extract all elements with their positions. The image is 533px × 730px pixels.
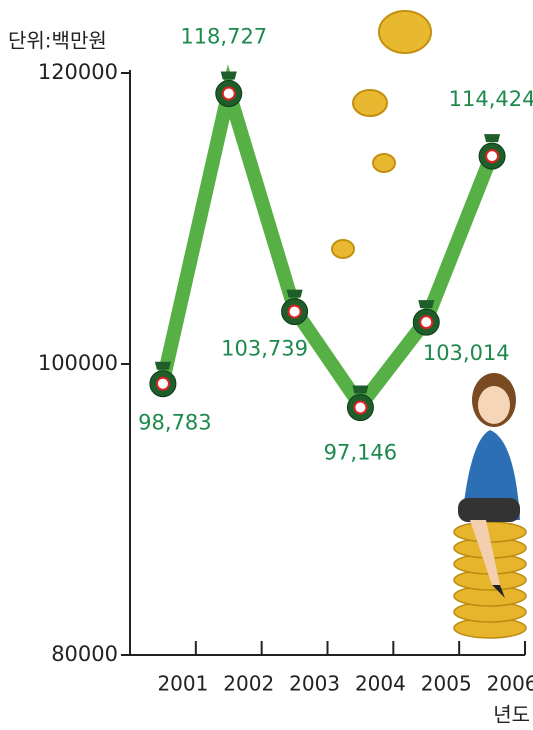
x-axis-label: 년도 [493, 703, 530, 727]
bag-badge [353, 400, 368, 415]
bag-badge [485, 149, 500, 164]
data-label: 97,146 [324, 441, 397, 465]
y-tick-label: 80000 [51, 642, 118, 666]
x-tick-label: 2006 [487, 672, 533, 696]
money-bag-marker [412, 300, 440, 336]
woman-on-coins [453, 373, 527, 639]
bag-top [286, 289, 303, 298]
money-bag-marker [149, 361, 177, 398]
bag-top [418, 300, 435, 309]
money-bag-marker [346, 385, 374, 422]
line [156, 64, 499, 418]
bag-top [220, 71, 237, 80]
bag-badge [221, 86, 236, 101]
x-tick-label: 2003 [289, 672, 340, 696]
x-tick-label: 2001 [157, 672, 208, 696]
money-bag-marker [281, 289, 309, 326]
bag-top [154, 361, 171, 370]
coins [331, 10, 432, 259]
bag-badge [287, 304, 302, 319]
y-tick-label: 100000 [38, 351, 118, 375]
bag-top [484, 134, 501, 143]
data-label: 98,783 [138, 411, 211, 435]
data-label: 118,727 [180, 25, 267, 49]
bag-top [352, 385, 369, 394]
x-tick-label: 2002 [223, 672, 274, 696]
y-tick-label: 120000 [38, 60, 118, 84]
money-bag-marker [478, 134, 506, 170]
x-tick-label: 2005 [421, 672, 472, 696]
y-axis-label: 단위:백만원 [8, 29, 107, 53]
data-label: 103,739 [221, 337, 308, 361]
x-tick-label: 2004 [355, 672, 406, 696]
bag-badge [419, 315, 434, 330]
data-label: 114,424 [449, 87, 533, 111]
money-bag-marker [215, 71, 243, 108]
bag-badge [155, 376, 170, 391]
data-label: 103,014 [423, 341, 510, 365]
